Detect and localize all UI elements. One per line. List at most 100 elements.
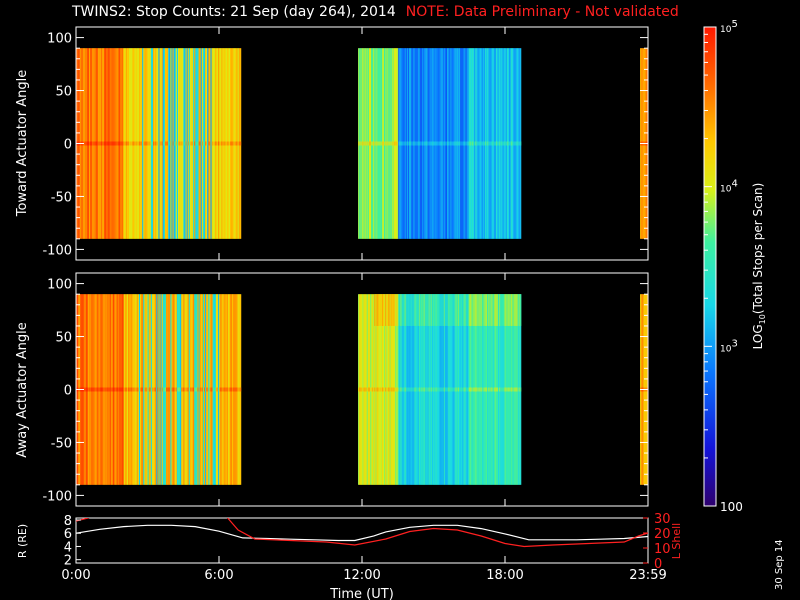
heatmap-zero-band: [465, 141, 468, 146]
heatmap-high-angle: [388, 294, 390, 326]
heatmap-high-angle: [413, 294, 415, 326]
heatmap-zero-band: [135, 141, 138, 146]
heatmap-zero-band: [488, 387, 490, 392]
y-tick-label: -50: [51, 190, 72, 205]
heatmap-high-angle: [516, 294, 519, 326]
heatmap-zero-band: [112, 387, 115, 392]
heatmap-high-angle: [507, 294, 510, 326]
heatmap-zero-band: [137, 387, 140, 392]
heatmap-zero-band: [172, 141, 174, 146]
heatmap-zero-band: [505, 387, 508, 392]
heatmap-zero-band: [417, 141, 420, 146]
heatmap-zero-band: [106, 141, 108, 146]
y-tick-label: 50: [55, 331, 72, 346]
heatmap-zero-band: [102, 141, 104, 146]
heatmap-zero-band: [393, 387, 396, 392]
heatmap-high-angle: [447, 294, 449, 326]
heatmap-zero-band: [411, 141, 413, 146]
heatmap-zero-band: [186, 387, 189, 392]
heatmap-zero-band: [510, 141, 512, 146]
heatmap-high-angle: [441, 294, 444, 326]
heatmap-zero-band: [167, 141, 169, 146]
heatmap-zero-band: [366, 387, 369, 392]
heatmap-high-angle: [479, 294, 482, 326]
colorbar-label: LOG10(Total Stops per Scan): [751, 183, 767, 350]
heatmap-zero-band: [175, 387, 178, 392]
heatmap-zero-band: [124, 387, 127, 392]
heatmap-zero-band: [231, 141, 233, 146]
heatmap-high-angle: [403, 294, 406, 326]
heatmap-zero-band: [415, 387, 418, 392]
heatmap-zero-band: [394, 387, 397, 392]
heatmap-zero-band: [203, 141, 206, 146]
heatmap-zero-band: [238, 141, 241, 146]
heatmap-zero-band: [201, 387, 204, 392]
heatmap-zero-band: [503, 387, 506, 392]
heatmap-zero-band: [224, 141, 227, 146]
heatmap-zero-band: [406, 387, 409, 392]
heatmap-high-angle: [485, 294, 487, 326]
heatmap-zero-band: [396, 387, 398, 392]
heatmap-high-angle: [431, 294, 434, 326]
heatmap-zero-band: [104, 387, 106, 392]
heatmap-zero-band: [364, 141, 367, 146]
heatmap-zero-band: [145, 387, 147, 392]
heatmap-zero-band: [400, 387, 402, 392]
heatmap-zero-band: [440, 387, 443, 392]
heatmap-high-angle: [474, 294, 476, 326]
heatmap-zero-band: [432, 141, 435, 146]
heatmap-zero-band: [226, 141, 229, 146]
heatmap-zero-band: [144, 387, 146, 392]
heatmap-zero-band: [239, 387, 242, 392]
heatmap-zero-band: [154, 141, 156, 146]
heatmap-zero-band: [106, 387, 108, 392]
heatmap-high-angle: [468, 294, 471, 326]
heatmap-zero-band: [209, 387, 211, 392]
heatmap-zero-band: [403, 387, 406, 392]
heatmap-zero-band: [198, 141, 201, 146]
heatmap-zero-band: [361, 141, 363, 146]
heatmap-zero-band: [436, 141, 438, 146]
plot-title-row: TWINS2: Stop Counts: 21 Sep (day 264), 2…: [72, 4, 679, 20]
heatmap-high-angle: [478, 294, 481, 326]
heatmap-zero-band: [414, 141, 416, 146]
heatmap-zero-band: [173, 387, 176, 392]
heatmap-high-angle: [460, 294, 462, 326]
heatmap-high-angle: [517, 294, 520, 326]
heatmap-zero-band: [480, 387, 483, 392]
heatmap-zero-band: [179, 387, 181, 392]
heatmap-zero-band: [473, 141, 475, 146]
heatmap-high-angle: [469, 294, 472, 326]
heatmap-zero-band: [237, 141, 240, 146]
heatmap-zero-band: [166, 141, 168, 146]
heatmap-zero-band: [173, 141, 176, 146]
heatmap-zero-band: [236, 387, 238, 392]
heatmap-zero-band: [452, 387, 454, 392]
heatmap-zero-band: [365, 141, 368, 146]
heatmap-zero-band: [119, 141, 121, 146]
heatmap-zero-band: [459, 141, 461, 146]
heatmap-zero-band: [412, 387, 414, 392]
heatmap-high-angle: [374, 294, 376, 326]
heatmap-zero-band: [435, 141, 437, 146]
heatmap-zero-band: [425, 141, 427, 146]
heatmap-zero-band: [95, 141, 97, 146]
heatmap-zero-band: [456, 141, 459, 146]
heatmap-high-angle: [424, 294, 426, 326]
heatmap-zero-band: [167, 387, 169, 392]
heatmap-high-angle: [392, 294, 395, 326]
heatmap-zero-band: [150, 141, 153, 146]
heatmap-high-angle: [498, 294, 500, 326]
heatmap-zero-band: [133, 387, 135, 392]
heatmap-zero-band: [110, 141, 113, 146]
heatmap-zero-band: [89, 141, 91, 146]
heatmap-zero-band: [156, 387, 158, 392]
colorbar-tick-label: 105: [720, 19, 738, 35]
heatmap-zero-band: [361, 387, 363, 392]
heatmap-high-angle: [452, 294, 454, 326]
heatmap-zero-band: [212, 141, 215, 146]
heatmap-zero-band: [142, 387, 144, 392]
heatmap-zero-band: [157, 141, 159, 146]
heatmap-zero-band: [149, 387, 152, 392]
heatmap-high-angle: [450, 294, 452, 326]
